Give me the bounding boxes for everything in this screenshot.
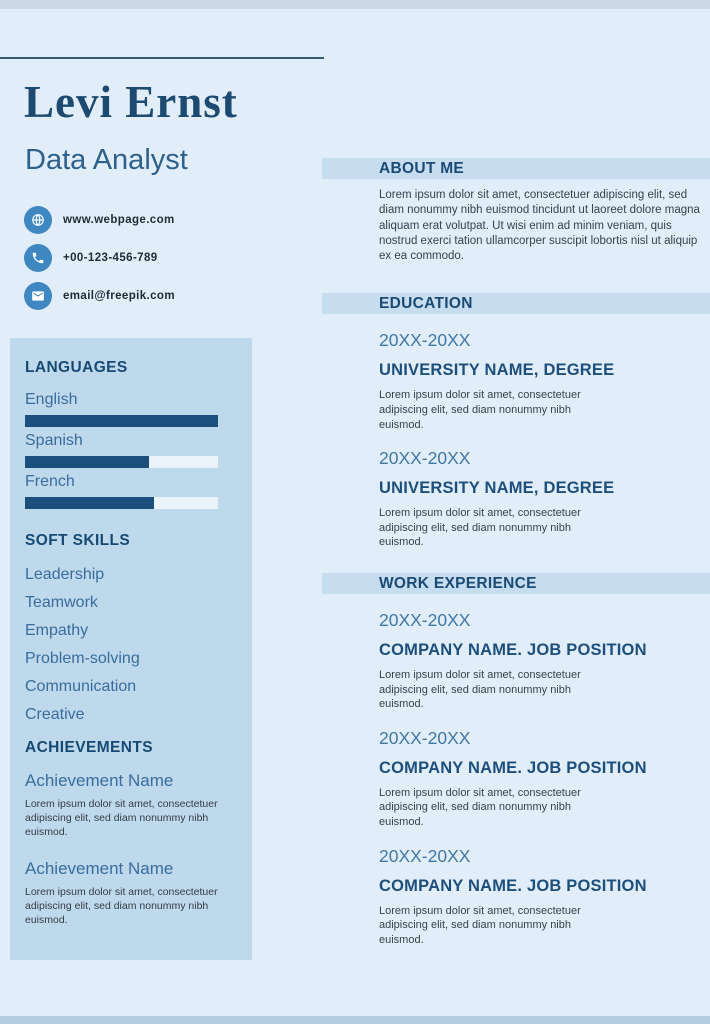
experience-period: 20XX-20XX bbox=[379, 845, 471, 866]
bottom-accent-strip bbox=[0, 1016, 710, 1024]
experience-heading: COMPANY NAME. JOB POSITION bbox=[379, 758, 647, 777]
education-entries: 20XX-20XX UNIVERSITY NAME, DEGREE Lorem … bbox=[379, 330, 710, 550]
skill-item: Problem-solving bbox=[25, 650, 140, 667]
achievement-name: Achievement Name bbox=[25, 859, 174, 879]
language-level-bar bbox=[25, 415, 218, 427]
soft-skills-list: Leadership Teamwork Empathy Problem-solv… bbox=[25, 565, 252, 725]
skill-item: Leadership bbox=[25, 566, 105, 583]
experience-period: 20XX-20XX bbox=[379, 727, 471, 748]
language-name: French bbox=[25, 473, 75, 490]
language-level-fill bbox=[25, 497, 155, 509]
skill-item: Empathy bbox=[25, 622, 89, 639]
about-section-header: ABOUT ME bbox=[322, 158, 710, 179]
achievements-list: Achievement Name Lorem ipsum dolor sit a… bbox=[25, 771, 252, 928]
skill-item: Teamwork bbox=[25, 594, 98, 611]
education-period: 20XX-20XX bbox=[379, 330, 471, 351]
language-item: Spanish bbox=[25, 431, 252, 468]
contact-row-website: www.webpage.com bbox=[24, 206, 175, 234]
experience-heading: COMPANY NAME. JOB POSITION bbox=[379, 876, 647, 895]
sidebar-panel: LANGUAGES English Spanish French bbox=[10, 338, 252, 960]
languages-list: English Spanish French bbox=[25, 390, 252, 509]
top-accent-strip bbox=[0, 0, 710, 9]
experience-section-header: WORK EXPERIENCE bbox=[322, 573, 710, 595]
education-entry: 20XX-20XX UNIVERSITY NAME, DEGREE Lorem … bbox=[379, 448, 710, 550]
education-period: 20XX-20XX bbox=[379, 448, 471, 469]
person-name: Levi Ernst bbox=[24, 77, 238, 127]
soft-skills-section-title: SOFT SKILLS bbox=[25, 532, 131, 549]
email-icon bbox=[24, 282, 52, 310]
experience-entry: 20XX-20XX COMPANY NAME. JOB POSITION Lor… bbox=[379, 846, 710, 948]
experience-description: Lorem ipsum dolor sit amet, consectetuer… bbox=[379, 669, 581, 711]
contact-row-phone: +00-123-456-789 bbox=[24, 244, 175, 272]
education-section-header: EDUCATION bbox=[322, 293, 710, 315]
education-description: Lorem ipsum dolor sit amet, consectetuer… bbox=[379, 507, 581, 549]
education-description: Lorem ipsum dolor sit amet, consectetuer… bbox=[379, 389, 581, 431]
achievement-description: Lorem ipsum dolor sit amet, consectetuer… bbox=[25, 798, 218, 838]
phone-icon bbox=[24, 244, 52, 272]
language-item: English bbox=[25, 390, 252, 427]
contact-row-email: email@freepik.com bbox=[24, 282, 175, 310]
language-level-bar bbox=[25, 456, 218, 468]
experience-entries: 20XX-20XX COMPANY NAME. JOB POSITION Lor… bbox=[379, 610, 710, 947]
contact-list: www.webpage.com +00-123-456-789 email@fr… bbox=[24, 206, 175, 310]
main-column: ABOUT ME Lorem ipsum dolor sit amet, con… bbox=[322, 158, 710, 947]
experience-description: Lorem ipsum dolor sit amet, consectetuer… bbox=[379, 786, 581, 829]
experience-entry: 20XX-20XX COMPANY NAME. JOB POSITION Lor… bbox=[379, 610, 710, 712]
experience-description: Lorem ipsum dolor sit amet, consectetuer… bbox=[379, 904, 581, 946]
achievement-item: Achievement Name Lorem ipsum dolor sit a… bbox=[25, 771, 252, 839]
experience-period: 20XX-20XX bbox=[379, 610, 471, 631]
achievement-name: Achievement Name bbox=[25, 771, 174, 790]
education-heading: UNIVERSITY NAME, DEGREE bbox=[379, 479, 615, 498]
achievements-section-title: ACHIEVEMENTS bbox=[25, 739, 153, 756]
language-name: English bbox=[25, 391, 78, 408]
email-value: email@freepik.com bbox=[63, 290, 175, 302]
language-name: Spanish bbox=[25, 432, 83, 449]
website-value: www.webpage.com bbox=[63, 214, 175, 226]
phone-value: +00-123-456-789 bbox=[63, 252, 158, 264]
experience-heading: COMPANY NAME. JOB POSITION bbox=[379, 641, 647, 660]
skill-item: Creative bbox=[25, 706, 85, 723]
skill-item: Communication bbox=[25, 678, 137, 695]
language-level-fill bbox=[25, 456, 149, 468]
language-item: French bbox=[25, 472, 252, 509]
education-heading: UNIVERSITY NAME, DEGREE bbox=[379, 361, 615, 380]
about-text: Lorem ipsum dolor sit amet, consectetuer… bbox=[379, 189, 700, 263]
languages-section-title: LANGUAGES bbox=[25, 359, 128, 376]
language-level-fill bbox=[25, 415, 218, 427]
header-divider-line bbox=[0, 57, 324, 59]
achievement-description: Lorem ipsum dolor sit amet, consectetuer… bbox=[25, 886, 218, 926]
education-entry: 20XX-20XX UNIVERSITY NAME, DEGREE Lorem … bbox=[379, 330, 710, 432]
person-job-title: Data Analyst bbox=[25, 144, 188, 176]
experience-entry: 20XX-20XX COMPANY NAME. JOB POSITION Lor… bbox=[379, 728, 710, 830]
achievement-item: Achievement Name Lorem ipsum dolor sit a… bbox=[25, 859, 252, 927]
globe-icon bbox=[24, 206, 52, 234]
language-level-bar bbox=[25, 497, 218, 509]
